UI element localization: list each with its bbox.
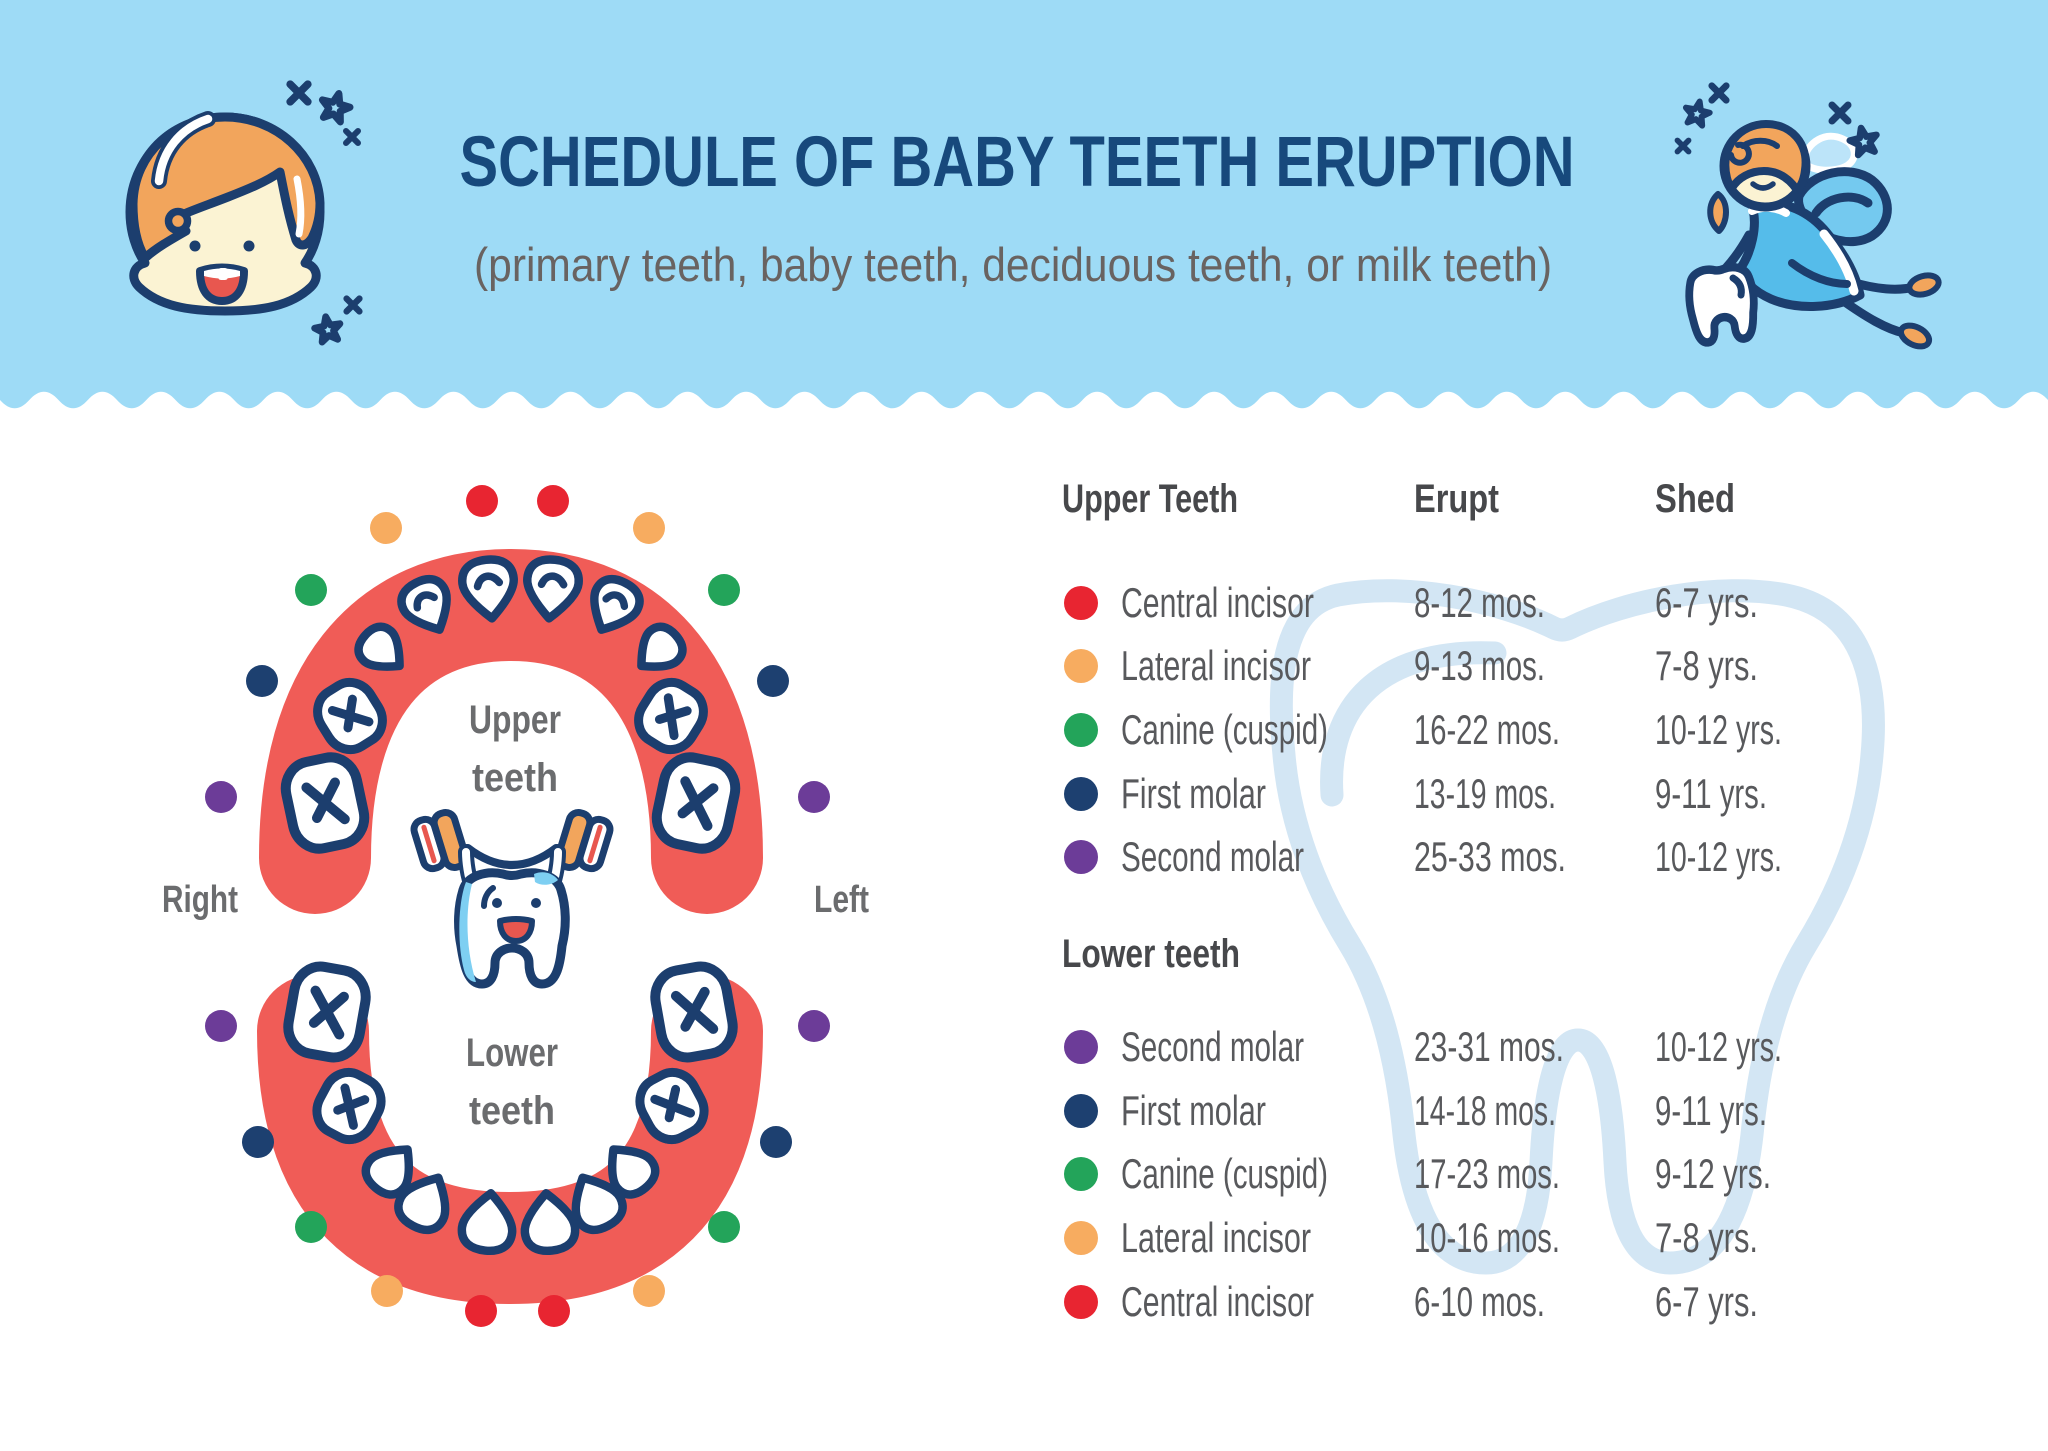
svg-text:8-12 mos.: 8-12 mos. xyxy=(1414,579,1545,626)
svg-text:Right: Right xyxy=(162,879,238,921)
svg-text:17-23 mos.: 17-23 mos. xyxy=(1414,1150,1560,1197)
svg-text:Upper: Upper xyxy=(469,698,561,742)
svg-text:First molar: First molar xyxy=(1121,1087,1266,1134)
svg-text:9-11 yrs.: 9-11 yrs. xyxy=(1655,770,1767,817)
svg-text:First molar: First molar xyxy=(1121,770,1266,817)
svg-text:Second molar: Second molar xyxy=(1121,833,1304,880)
svg-text:Erupt: Erupt xyxy=(1414,477,1499,521)
svg-text:6-7 yrs.: 6-7 yrs. xyxy=(1655,579,1758,626)
svg-text:teeth: teeth xyxy=(469,1089,555,1133)
svg-text:14-18 mos.: 14-18 mos. xyxy=(1414,1087,1556,1134)
svg-text:9-11 yrs.: 9-11 yrs. xyxy=(1655,1087,1767,1134)
svg-text:9-12 yrs.: 9-12 yrs. xyxy=(1655,1150,1771,1197)
svg-text:Left: Left xyxy=(814,879,869,921)
svg-text:Lower: Lower xyxy=(466,1031,558,1075)
svg-text:Lateral incisor: Lateral incisor xyxy=(1121,642,1311,689)
svg-text:13-19 mos.: 13-19 mos. xyxy=(1414,770,1556,817)
svg-text:Lateral incisor: Lateral incisor xyxy=(1121,1214,1311,1261)
svg-text:9-13 mos.: 9-13 mos. xyxy=(1414,642,1545,689)
svg-text:teeth: teeth xyxy=(472,756,558,800)
svg-text:7-8 yrs.: 7-8 yrs. xyxy=(1655,642,1758,689)
svg-text:10-12 yrs.: 10-12 yrs. xyxy=(1655,706,1782,753)
svg-text:6-7 yrs.: 6-7 yrs. xyxy=(1655,1278,1758,1325)
svg-text:Shed: Shed xyxy=(1655,477,1735,521)
svg-text:23-31 mos.: 23-31 mos. xyxy=(1414,1023,1564,1070)
svg-text:Canine (cuspid): Canine (cuspid) xyxy=(1121,706,1328,753)
svg-text:10-12 yrs.: 10-12 yrs. xyxy=(1655,833,1782,880)
svg-text:7-8 yrs.: 7-8 yrs. xyxy=(1655,1214,1758,1261)
svg-text:10-12 yrs.: 10-12 yrs. xyxy=(1655,1023,1782,1070)
svg-text:10-16 mos.: 10-16 mos. xyxy=(1414,1214,1560,1261)
svg-text:Lower teeth: Lower teeth xyxy=(1062,932,1240,976)
svg-text:Central incisor: Central incisor xyxy=(1121,579,1314,626)
svg-text:25-33 mos.: 25-33 mos. xyxy=(1414,833,1566,880)
svg-text:Canine (cuspid): Canine (cuspid) xyxy=(1121,1150,1328,1197)
svg-text:(primary teeth, baby teeth, de: (primary teeth, baby teeth, deciduous te… xyxy=(474,238,1552,291)
svg-text:Second molar: Second molar xyxy=(1121,1023,1304,1070)
svg-text:Central incisor: Central incisor xyxy=(1121,1278,1314,1325)
svg-text:SCHEDULE OF BABY TEETH ERUPTIO: SCHEDULE OF BABY TEETH ERUPTION xyxy=(460,123,1575,202)
svg-text:Upper Teeth: Upper Teeth xyxy=(1062,477,1238,521)
svg-text:16-22 mos.: 16-22 mos. xyxy=(1414,706,1560,753)
svg-text:6-10 mos.: 6-10 mos. xyxy=(1414,1278,1545,1325)
